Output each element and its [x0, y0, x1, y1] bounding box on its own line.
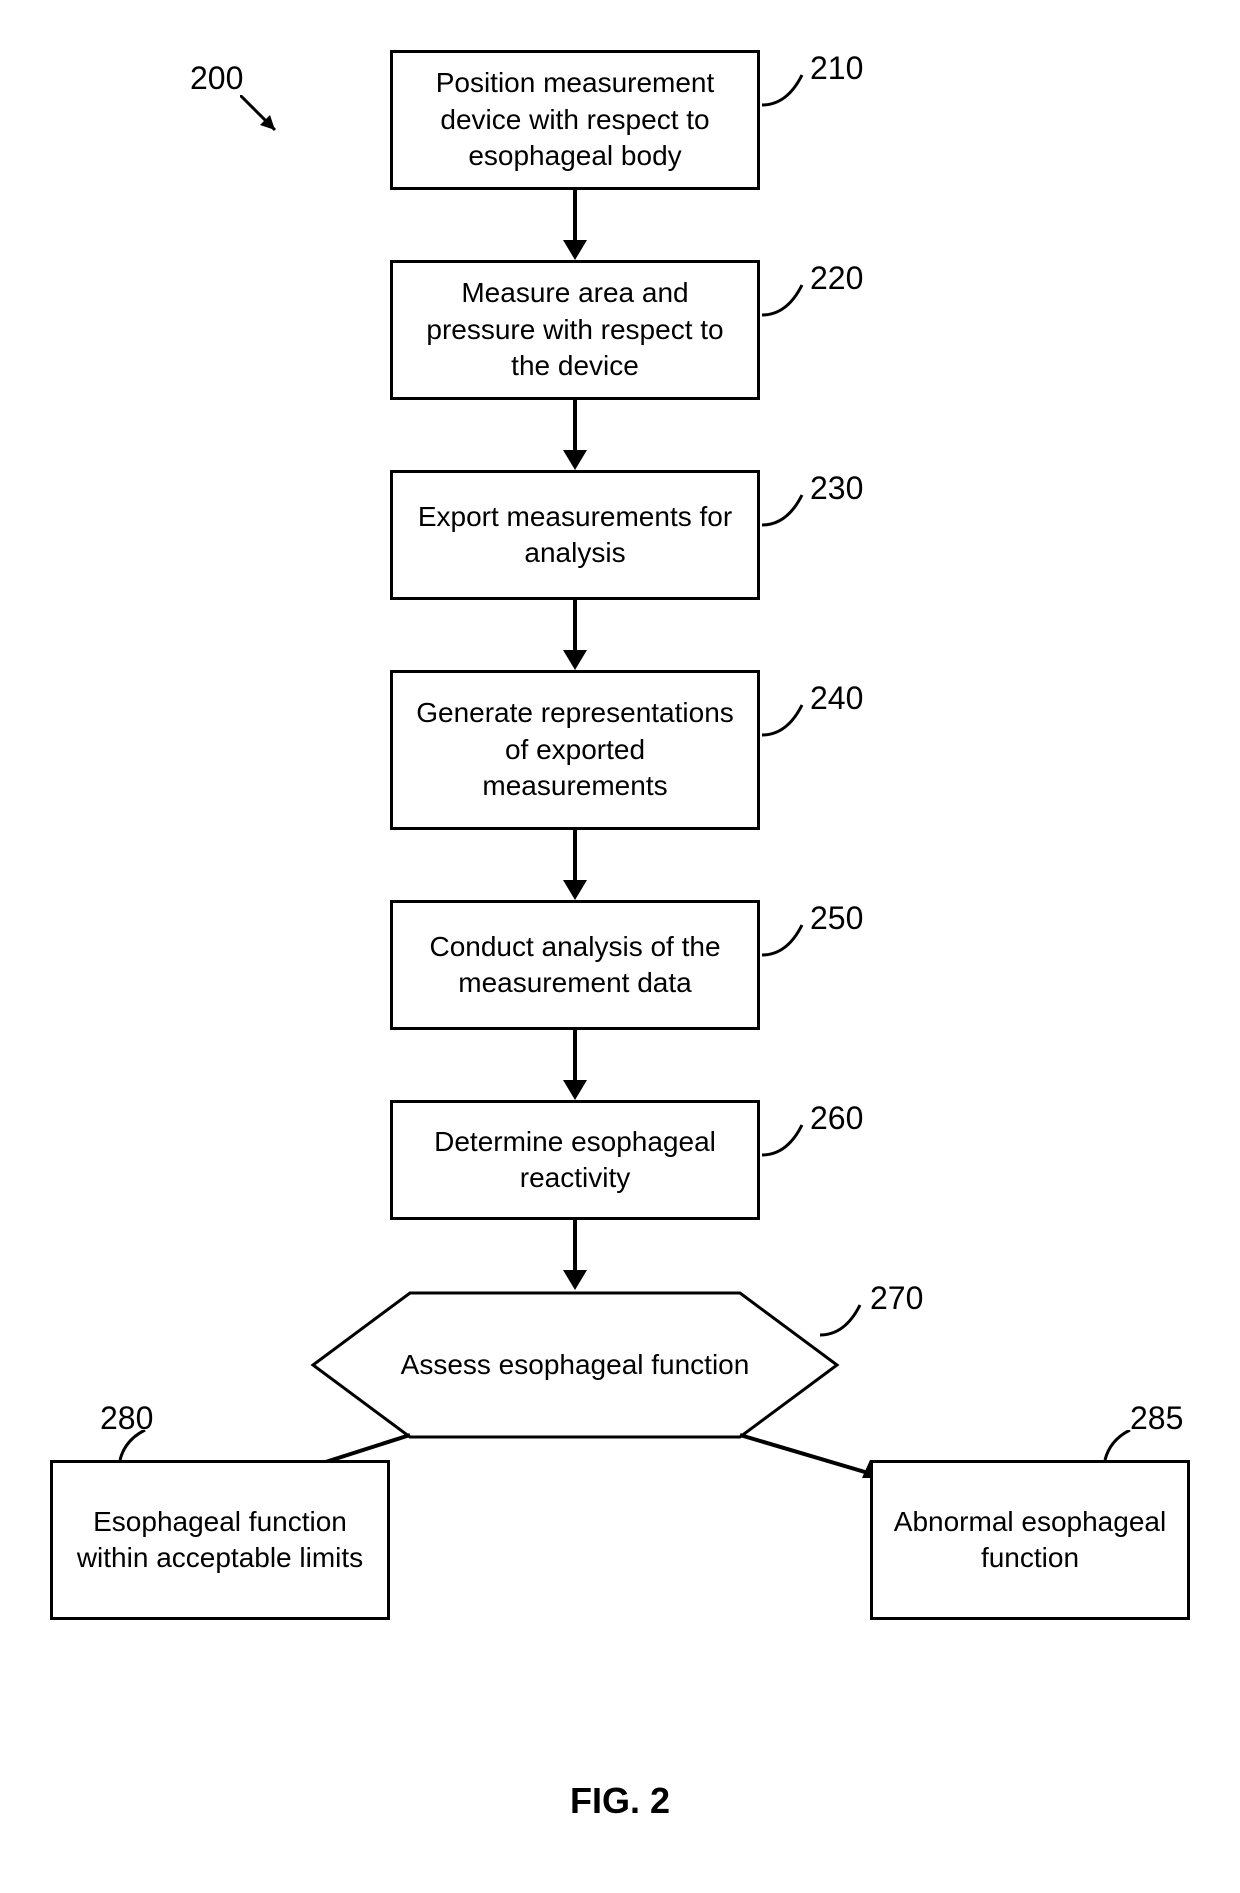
edge-230-240 — [573, 600, 577, 655]
figure-caption: FIG. 2 — [0, 1780, 1240, 1822]
edge-220-230-head — [563, 450, 587, 470]
edge-230-240-head — [563, 650, 587, 670]
node-270-text: Assess esophageal function — [401, 1347, 750, 1383]
edge-250-260-head — [563, 1080, 587, 1100]
edge-210-220 — [573, 190, 577, 245]
node-240-text: Generate representations of exported mea… — [413, 695, 737, 804]
ref-label-210: 210 — [810, 50, 863, 87]
node-220: Measure area and pressure with respect t… — [390, 260, 760, 400]
edge-260-270 — [573, 1220, 577, 1275]
node-210: Position measurement device with respect… — [390, 50, 760, 190]
callout-250 — [762, 920, 812, 960]
node-285-text: Abnormal esophageal function — [893, 1504, 1167, 1577]
callout-270 — [820, 1300, 870, 1340]
node-230-text: Export measurements for analysis — [413, 499, 737, 572]
callout-285 — [1100, 1430, 1140, 1465]
node-270: Assess esophageal function — [310, 1290, 840, 1440]
edge-240-250-head — [563, 880, 587, 900]
figure-ref-200-arrow — [240, 95, 290, 145]
edge-240-250 — [573, 830, 577, 885]
callout-260 — [762, 1120, 812, 1160]
edge-220-230 — [573, 400, 577, 455]
ref-label-260: 260 — [810, 1100, 863, 1137]
ref-label-230: 230 — [810, 470, 863, 507]
figure-ref-200: 200 — [190, 60, 243, 97]
callout-220 — [762, 280, 812, 320]
node-280: Esophageal function within acceptable li… — [50, 1460, 390, 1620]
ref-label-220: 220 — [810, 260, 863, 297]
ref-label-250: 250 — [810, 900, 863, 937]
node-220-text: Measure area and pressure with respect t… — [413, 275, 737, 384]
callout-230 — [762, 490, 812, 530]
node-250-text: Conduct analysis of the measurement data — [413, 929, 737, 1002]
node-250: Conduct analysis of the measurement data — [390, 900, 760, 1030]
edge-260-270-head — [563, 1270, 587, 1290]
callout-280 — [115, 1430, 155, 1465]
callout-240 — [762, 700, 812, 740]
node-210-text: Position measurement device with respect… — [413, 65, 737, 174]
node-230: Export measurements for analysis — [390, 470, 760, 600]
ref-label-240: 240 — [810, 680, 863, 717]
ref-label-270: 270 — [870, 1280, 923, 1317]
callout-210 — [762, 70, 812, 110]
edge-210-220-head — [563, 240, 587, 260]
node-240: Generate representations of exported mea… — [390, 670, 760, 830]
node-285: Abnormal esophageal function — [870, 1460, 1190, 1620]
edge-250-260 — [573, 1030, 577, 1085]
node-260-text: Determine esophageal reactivity — [413, 1124, 737, 1197]
node-260: Determine esophageal reactivity — [390, 1100, 760, 1220]
node-280-text: Esophageal function within acceptable li… — [73, 1504, 367, 1577]
